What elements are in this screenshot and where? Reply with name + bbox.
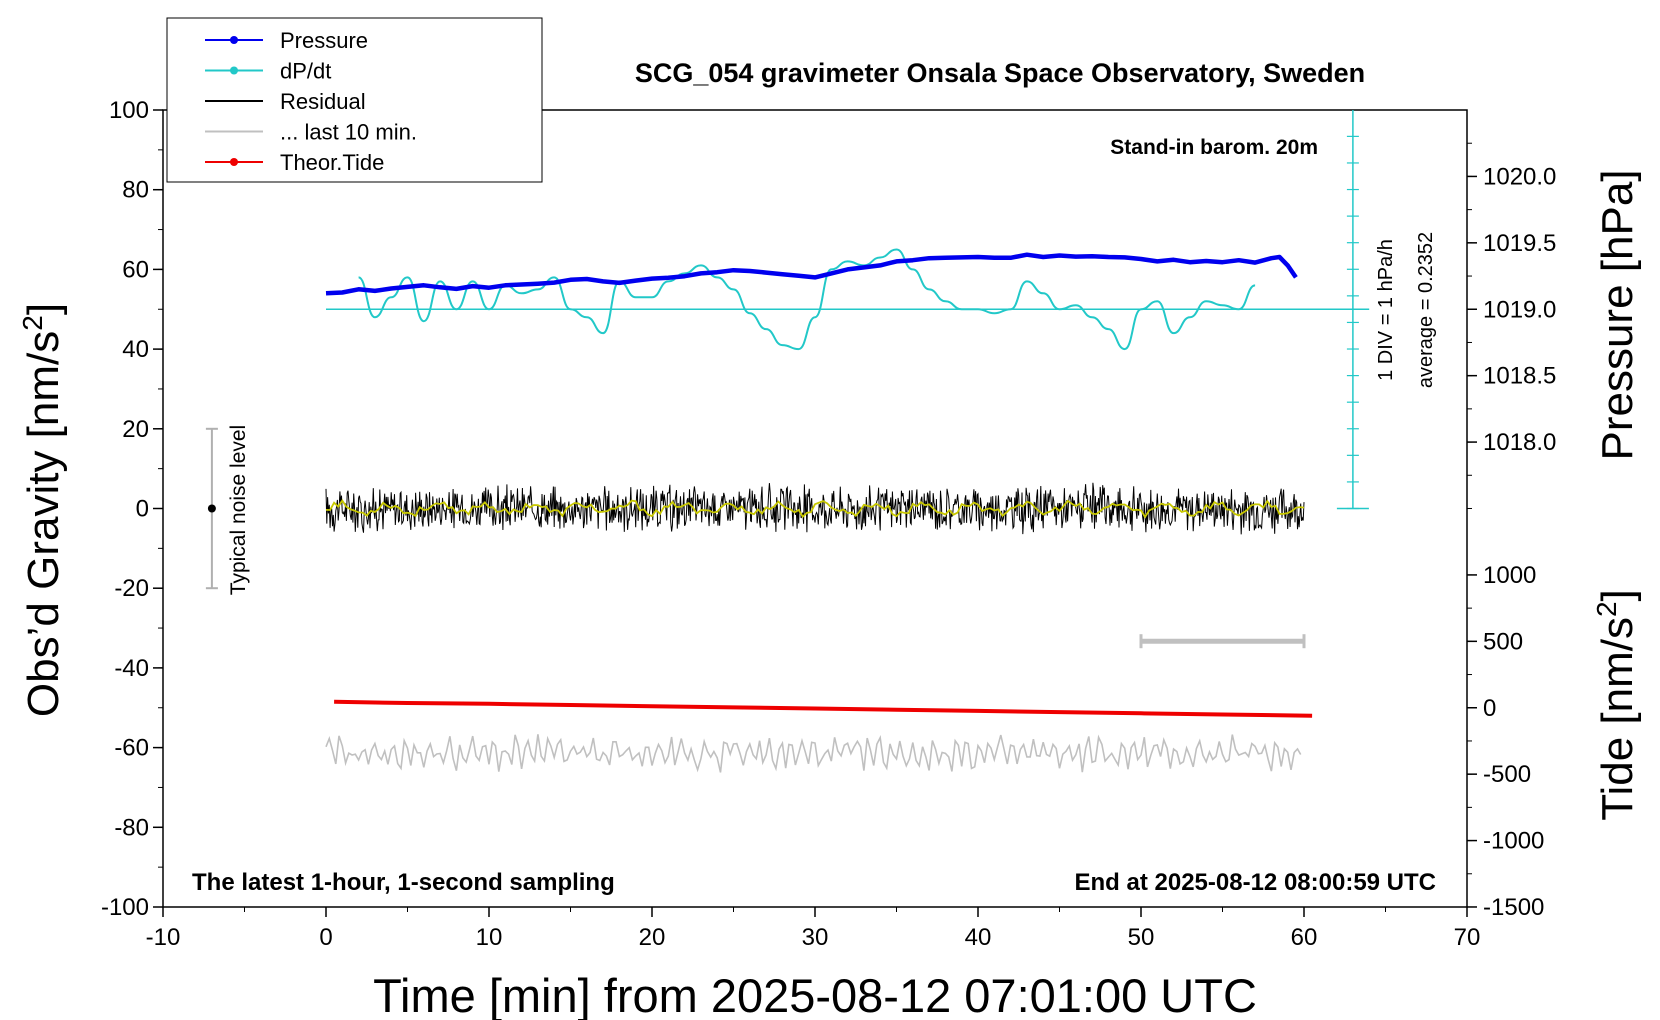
tide-tick-label: 500 <box>1483 628 1523 655</box>
pressure-tick-label: 1020.0 <box>1483 163 1556 190</box>
residual-smoothed-line <box>325 498 1305 519</box>
y-axis-left-label-main: Obs’d Gravity [nm/s <box>19 331 68 717</box>
y-axis-tide-label-main: Tide [nm/s <box>1593 617 1642 821</box>
pressure-tick-label: 1019.0 <box>1483 296 1556 323</box>
chart-title: SCG_054 gravimeter Onsala Space Observat… <box>635 58 1365 88</box>
legend: Pressure dP/dt Residual ... last 10 min. The… <box>166 17 543 183</box>
y-tick-label: 60 <box>122 256 149 283</box>
tide-tick-label: -1000 <box>1483 828 1544 855</box>
y-axis-pressure-label: Pressure [hPa] <box>1593 169 1642 460</box>
y-tick-label: 20 <box>122 416 149 443</box>
bottom-left-annotation: The latest 1-hour, 1-second sampling <box>192 869 615 896</box>
x-tick-label: 0 <box>319 924 332 951</box>
legend-label: Pressure <box>280 28 368 53</box>
pressure-tick-label: 1018.5 <box>1483 363 1556 390</box>
tide-line <box>334 699 1313 718</box>
y-tick-label: -80 <box>114 814 149 841</box>
y-axis-left-label-end: ] <box>19 303 68 315</box>
noise-level-label: Typical noise level <box>227 425 250 595</box>
tide-tick-label: 0 <box>1483 695 1496 722</box>
x-axis-label: Time [min] from 2025-08-12 07:01:00 UTC <box>373 969 1257 1020</box>
bottom-right-annotation: End at 2025-08-12 08:00:59 UTC <box>1075 869 1437 896</box>
pressure-tick-label: 1019.5 <box>1483 230 1556 257</box>
x-tick-label: 20 <box>639 924 666 951</box>
y-tick-label: 100 <box>109 97 149 124</box>
noise-bar-center <box>207 504 216 513</box>
residual-line <box>325 482 1305 535</box>
y-tick-label: -100 <box>101 894 149 921</box>
x-tick-label: 30 <box>802 924 829 951</box>
tide-tick-label: -500 <box>1483 761 1531 788</box>
legend-marker <box>230 36 238 44</box>
y-tick-label: 0 <box>136 496 149 523</box>
x-tick-label: 10 <box>476 924 503 951</box>
x-tick-label: 60 <box>1291 924 1318 951</box>
legend-label: Theor.Tide <box>280 150 384 175</box>
y-tick-label: -40 <box>114 655 149 682</box>
div-label: 1 DIV = 1 hPa/h <box>1375 239 1397 381</box>
y-axis-tide-label-sup: 2 <box>1591 601 1622 617</box>
legend-label: ... last 10 min. <box>280 120 417 145</box>
pressure-line <box>325 252 1298 296</box>
y-tick-label: -60 <box>114 735 149 762</box>
x-tick-label: 70 <box>1454 924 1481 951</box>
x-tick-label: -10 <box>146 924 181 951</box>
y-axis-tide-label-end: ] <box>1593 589 1642 601</box>
x-tick-label: 40 <box>965 924 992 951</box>
tide-tick-label: 1000 <box>1483 562 1536 589</box>
x-tick-label: 50 <box>1128 924 1155 951</box>
pressure-tick-label: 1018.0 <box>1483 429 1556 456</box>
tide-tick-label: -1500 <box>1483 894 1544 921</box>
series-layer <box>205 110 1370 773</box>
axes-layer: -10 0 10 20 30 40 50 60 70100806040200-20-40-60-… <box>101 97 1556 951</box>
y-tick-label: -20 <box>114 575 149 602</box>
legend-label: Residual <box>280 89 366 114</box>
y-tick-label: 80 <box>122 177 149 204</box>
y-axis-left-label-sup: 2 <box>17 315 48 331</box>
legend-marker <box>230 158 238 166</box>
legend-marker <box>230 66 238 75</box>
barometer-annotation: Stand-in barom. 20m <box>1110 136 1318 159</box>
y-axis-tide-label: Tide [nm/s2] <box>1591 589 1642 821</box>
y-tick-label: 40 <box>122 336 149 363</box>
average-label: average = 0.2352 <box>1415 232 1437 388</box>
y-axis-left-label: Obs’d Gravity [nm/s2] <box>17 303 68 717</box>
last10-line <box>325 734 1302 773</box>
legend-label: dP/dt <box>280 59 331 84</box>
